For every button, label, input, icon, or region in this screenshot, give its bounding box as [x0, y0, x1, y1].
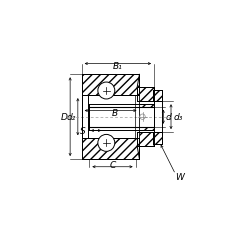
Polygon shape — [136, 133, 153, 146]
Text: D: D — [61, 113, 68, 122]
Text: W: W — [174, 172, 183, 181]
Text: B₁: B₁ — [112, 62, 122, 71]
Circle shape — [139, 114, 144, 120]
Polygon shape — [81, 139, 139, 159]
Text: S: S — [79, 126, 85, 136]
Polygon shape — [89, 104, 153, 107]
Text: d₂: d₂ — [67, 113, 76, 122]
Polygon shape — [136, 88, 153, 102]
Polygon shape — [89, 127, 153, 130]
Polygon shape — [81, 96, 87, 139]
Polygon shape — [152, 90, 161, 102]
Polygon shape — [152, 133, 161, 144]
Text: d: d — [165, 113, 171, 122]
Polygon shape — [87, 96, 139, 139]
Circle shape — [97, 83, 114, 100]
Text: d₃: d₃ — [173, 113, 182, 122]
Polygon shape — [89, 107, 153, 127]
Circle shape — [97, 135, 114, 152]
Text: B: B — [111, 109, 117, 118]
Polygon shape — [81, 75, 139, 96]
Text: C: C — [109, 160, 115, 169]
